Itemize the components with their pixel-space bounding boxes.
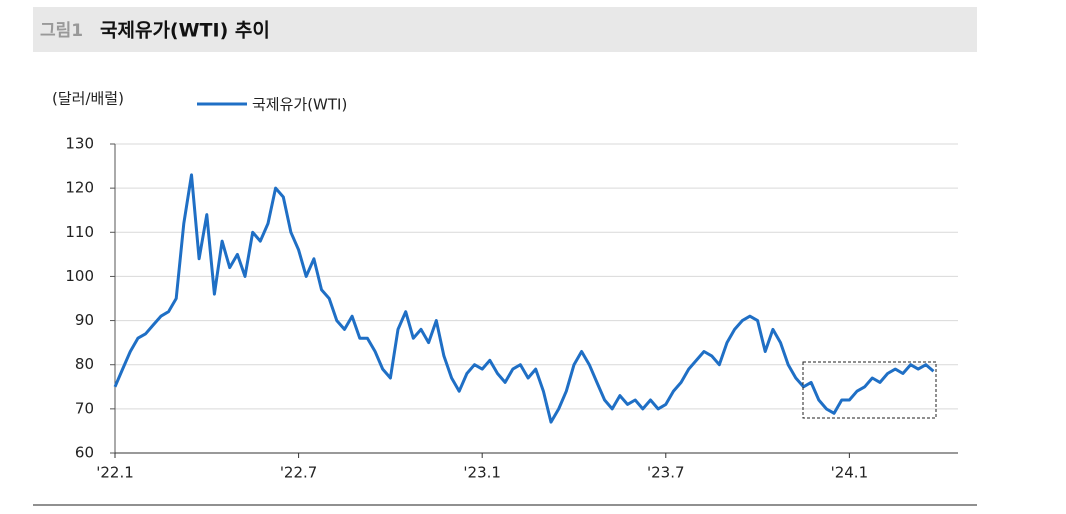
data-line: [113, 173, 935, 424]
y-tick-label: 110: [65, 223, 94, 241]
y-tick-label: 100: [65, 267, 94, 285]
y-tick-label: 130: [65, 135, 94, 153]
y-tick-label: 120: [65, 179, 94, 197]
x-tick-label: '22.7: [280, 464, 318, 482]
chart-title: 국제유가(WTI) 추이: [100, 20, 270, 42]
x-tick-label: '23.1: [463, 464, 501, 482]
y-tick-label: 80: [75, 355, 94, 373]
y-tick-label: 70: [75, 399, 94, 417]
header-band: [33, 7, 977, 52]
y-tick-label: 60: [75, 444, 94, 462]
y-axis-label: (달러/배럴): [52, 90, 124, 108]
x-tick-label: '23.7: [647, 464, 685, 482]
x-tick-label: '22.1: [96, 464, 134, 482]
x-tick-label: '24.1: [831, 464, 869, 482]
figure-label: 그림1: [40, 21, 83, 41]
y-tick-label: 90: [75, 311, 94, 329]
legend-label: 국제유가(WTI): [252, 96, 347, 114]
highlight-box: [802, 361, 937, 419]
